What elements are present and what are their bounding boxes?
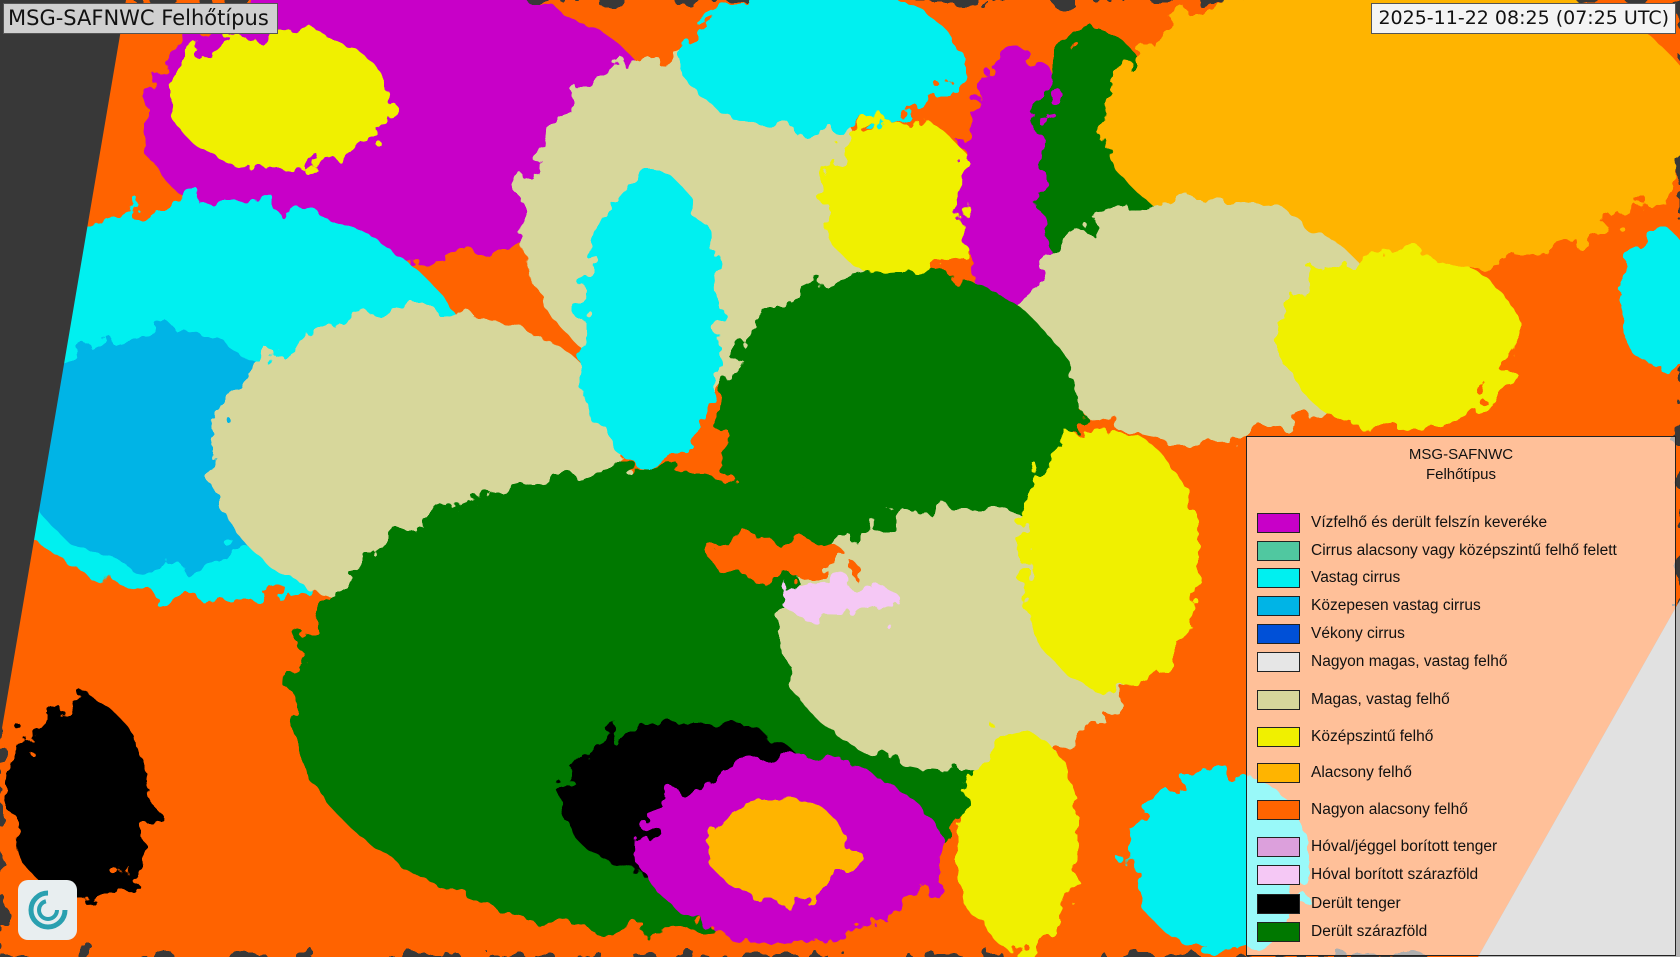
legend-label: Alacsony felhő [1311, 764, 1412, 781]
legend-item: Cirrus alacsony vagy középszintű felhő f… [1257, 541, 1617, 561]
legend-swatch [1257, 690, 1300, 710]
legend-item: Középszintű felhő [1257, 727, 1433, 747]
legend-label: Hóval/jéggel borított tenger [1311, 838, 1498, 855]
legend-item: Vízfelhő és derült felszín keveréke [1257, 513, 1547, 533]
legend-swatch [1257, 763, 1300, 783]
legend-swatch [1257, 624, 1300, 644]
swirl-logo-icon [18, 880, 77, 940]
legend-label: Nagyon magas, vastag felhő [1311, 653, 1508, 670]
legend-label: Középszintű felhő [1311, 728, 1434, 745]
legend-item: Nagyon magas, vastag felhő [1257, 652, 1507, 672]
legend-swatch [1257, 568, 1300, 588]
legend-item: Hóval/jéggel borított tenger [1257, 837, 1497, 857]
legend-swatch [1257, 652, 1300, 672]
legend-item: Derült tenger [1257, 894, 1401, 914]
legend-label: Vékony cirrus [1311, 625, 1405, 642]
legend-swatch [1257, 596, 1300, 616]
map-title: MSG-SAFNWC Felhőtípus [3, 3, 278, 34]
legend-label: Derült tenger [1311, 895, 1401, 912]
legend-label: Hóval borított szárazföld [1311, 866, 1479, 883]
legend-item: Közepesen vastag cirrus [1257, 596, 1481, 616]
legend-item: Magas, vastag felhő [1257, 690, 1450, 710]
legend-item: Nagyon alacsony felhő [1257, 800, 1468, 820]
legend-item: Derült szárazföld [1257, 922, 1427, 942]
legend-item: Vékony cirrus [1257, 624, 1405, 644]
legend-swatch [1257, 513, 1300, 533]
legend-item: Alacsony felhő [1257, 763, 1412, 783]
legend-item: Hóval borított szárazföld [1257, 865, 1478, 885]
legend-swatch [1257, 800, 1300, 820]
legend-title: MSG-SAFNWC Felhőtípus [1247, 445, 1675, 485]
legend-title-line1: MSG-SAFNWC [1408, 446, 1514, 463]
legend-label: Vastag cirrus [1311, 569, 1401, 586]
timestamp: 2025-11-22 08:25 (07:25 UTC) [1371, 3, 1676, 34]
legend-swatch [1257, 541, 1300, 561]
legend-label: Cirrus alacsony vagy középszintű felhő f… [1311, 542, 1617, 559]
legend-swatch [1257, 865, 1300, 885]
legend: MSG-SAFNWC Felhőtípus Vízfelhő és derült… [1246, 436, 1676, 956]
legend-item: Vastag cirrus [1257, 568, 1400, 588]
legend-label: Derült szárazföld [1311, 923, 1428, 940]
legend-swatch [1257, 894, 1300, 914]
legend-swatch [1257, 727, 1300, 747]
legend-label: Magas, vastag felhő [1311, 691, 1450, 708]
legend-label: Vízfelhő és derült felszín keveréke [1311, 514, 1548, 531]
legend-title-line2: Felhőtípus [1425, 466, 1497, 483]
legend-label: Közepesen vastag cirrus [1311, 597, 1481, 614]
legend-swatch [1257, 837, 1300, 857]
legend-swatch [1257, 922, 1300, 942]
legend-label: Nagyon alacsony felhő [1311, 801, 1468, 818]
